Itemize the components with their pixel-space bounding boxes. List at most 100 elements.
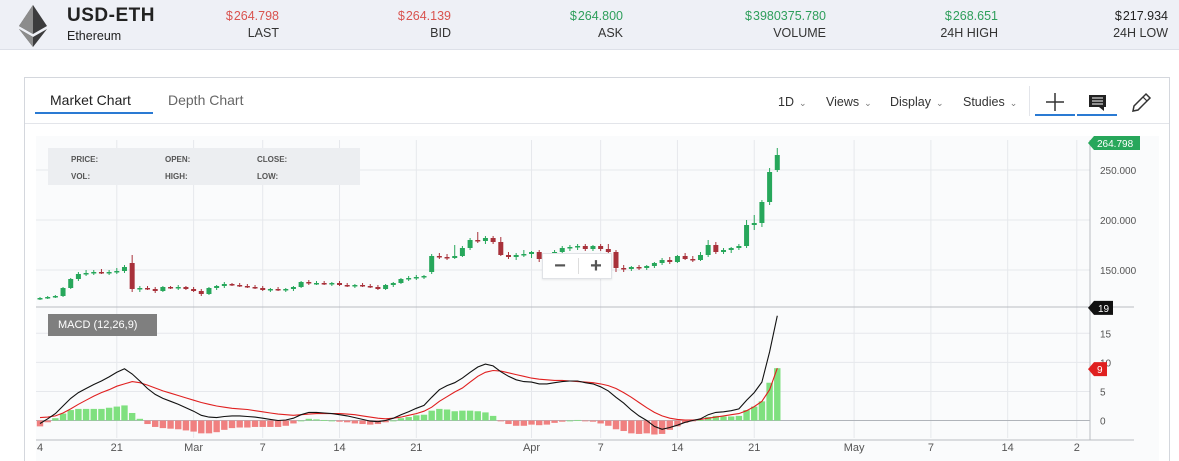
candle-body	[767, 172, 773, 202]
histogram-bar	[267, 420, 274, 427]
histogram-bar	[405, 417, 412, 421]
candle-body	[244, 286, 250, 288]
candle-body	[705, 245, 711, 255]
candle-body	[145, 288, 151, 290]
histogram-bar	[420, 414, 428, 421]
candle-body	[751, 223, 757, 225]
stat-bid: $264.139 BID	[398, 9, 451, 40]
zoom-in-button[interactable]: +	[590, 255, 602, 277]
candle-body	[406, 278, 412, 280]
signal-line	[39, 368, 778, 421]
candle-body	[337, 283, 343, 285]
histogram-bar	[605, 420, 612, 426]
candle-body	[482, 238, 488, 241]
histogram-bar	[320, 419, 328, 421]
candle-body	[160, 287, 166, 291]
candle-body	[91, 272, 97, 274]
comment-button[interactable]	[1077, 88, 1117, 116]
info-low-label: LOW:	[257, 172, 279, 181]
macd-axis-tick-label: 5	[1100, 387, 1106, 398]
candle-body	[682, 256, 688, 259]
zoom-divider	[578, 258, 579, 274]
chevron-down-icon: ⌄	[936, 98, 944, 108]
pair-title: USD-ETH	[67, 5, 155, 26]
stat-ask: $264.800 ASK	[570, 9, 623, 40]
macd-study-label[interactable]: MACD (12,26,9)	[48, 314, 157, 336]
candle-body	[529, 252, 535, 254]
candle-body	[736, 246, 742, 248]
crosshair-icon	[1046, 93, 1064, 111]
price-axis-tick-label: 150.000	[1100, 266, 1137, 277]
candle-body	[559, 248, 565, 252]
histogram-bar	[221, 420, 228, 430]
stat-ask-value: $264.800	[569, 9, 623, 23]
candle-body	[774, 155, 780, 170]
chevron-down-icon: ⌄	[864, 98, 872, 108]
histogram-bar	[720, 416, 727, 421]
macd-lines	[39, 315, 778, 430]
chart-toolbar: Market Chart Depth Chart 1D ⌄ Views ⌄ Disp…	[25, 78, 1169, 124]
tab-depth-chart[interactable]: Depth Chart	[168, 92, 244, 108]
zoom-out-button[interactable]: −	[554, 255, 566, 277]
histogram-bar	[236, 420, 243, 428]
histogram-bar	[44, 420, 51, 423]
stat-24h-high-label: 24H HIGH	[940, 26, 998, 40]
comment-active-indicator	[1077, 114, 1117, 116]
x-axis-tick-label: 21	[111, 442, 123, 454]
display-dropdown[interactable]: Display ⌄	[890, 95, 944, 109]
candle-body	[613, 252, 619, 268]
histogram-bar	[459, 410, 466, 421]
histogram-bar	[712, 415, 720, 421]
price-axis-tick-label: 200.000	[1100, 216, 1137, 227]
views-dropdown[interactable]: Views ⌄	[826, 95, 872, 109]
x-axis-tick-label: 7	[260, 442, 266, 454]
crosshair-button[interactable]	[1035, 88, 1075, 116]
candle-body	[352, 285, 358, 287]
candle-body	[75, 274, 81, 279]
tab-market-chart[interactable]: Market Chart	[50, 92, 131, 108]
candle-body	[505, 255, 511, 257]
histogram-bar	[175, 420, 182, 430]
candle-body	[498, 242, 504, 255]
candle-body	[582, 246, 588, 249]
histogram-bar	[466, 410, 474, 421]
candle-body	[260, 288, 266, 290]
candle-body	[37, 298, 43, 300]
stat-last: $264.798 LAST	[226, 9, 279, 40]
signal-last-tag	[1088, 362, 1107, 377]
histogram-bar	[75, 408, 82, 421]
pair-name: Ethereum	[67, 29, 122, 43]
candle-body	[183, 287, 189, 289]
histogram-bar	[628, 420, 635, 434]
x-axis-tick-label: 4	[37, 442, 43, 454]
histogram-bar	[551, 420, 558, 423]
candle-body	[191, 289, 197, 291]
histogram-bar	[282, 420, 289, 426]
histogram-bar	[152, 420, 159, 427]
candle-body	[237, 285, 243, 287]
interval-dropdown[interactable]: 1D ⌄	[778, 95, 807, 109]
histogram-bar	[52, 418, 59, 421]
candle-body	[429, 256, 435, 272]
candle-body	[275, 289, 281, 291]
candle-body	[744, 225, 750, 246]
candle-body	[283, 289, 289, 291]
histogram-bar	[182, 420, 190, 431]
last-price-label: 264.798	[1097, 139, 1134, 150]
price-axis-tick-label: 250.000	[1100, 166, 1137, 177]
info-price-label: PRICE:	[71, 155, 99, 164]
histogram-bar	[344, 420, 351, 423]
zoom-controls: − +	[542, 253, 612, 279]
studies-dropdown[interactable]: Studies ⌄	[963, 95, 1018, 109]
last-price-tag	[1088, 136, 1140, 150]
candle-body	[667, 260, 673, 262]
histogram-bar	[666, 420, 673, 430]
histogram-bar	[643, 420, 650, 434]
candle-body	[644, 266, 650, 268]
x-axis-tick-label: Apr	[523, 442, 540, 454]
candle-body	[313, 283, 319, 285]
candle-body	[621, 268, 627, 270]
candle-body	[567, 247, 573, 249]
candle-body	[60, 288, 66, 296]
draw-button[interactable]	[1121, 88, 1161, 116]
